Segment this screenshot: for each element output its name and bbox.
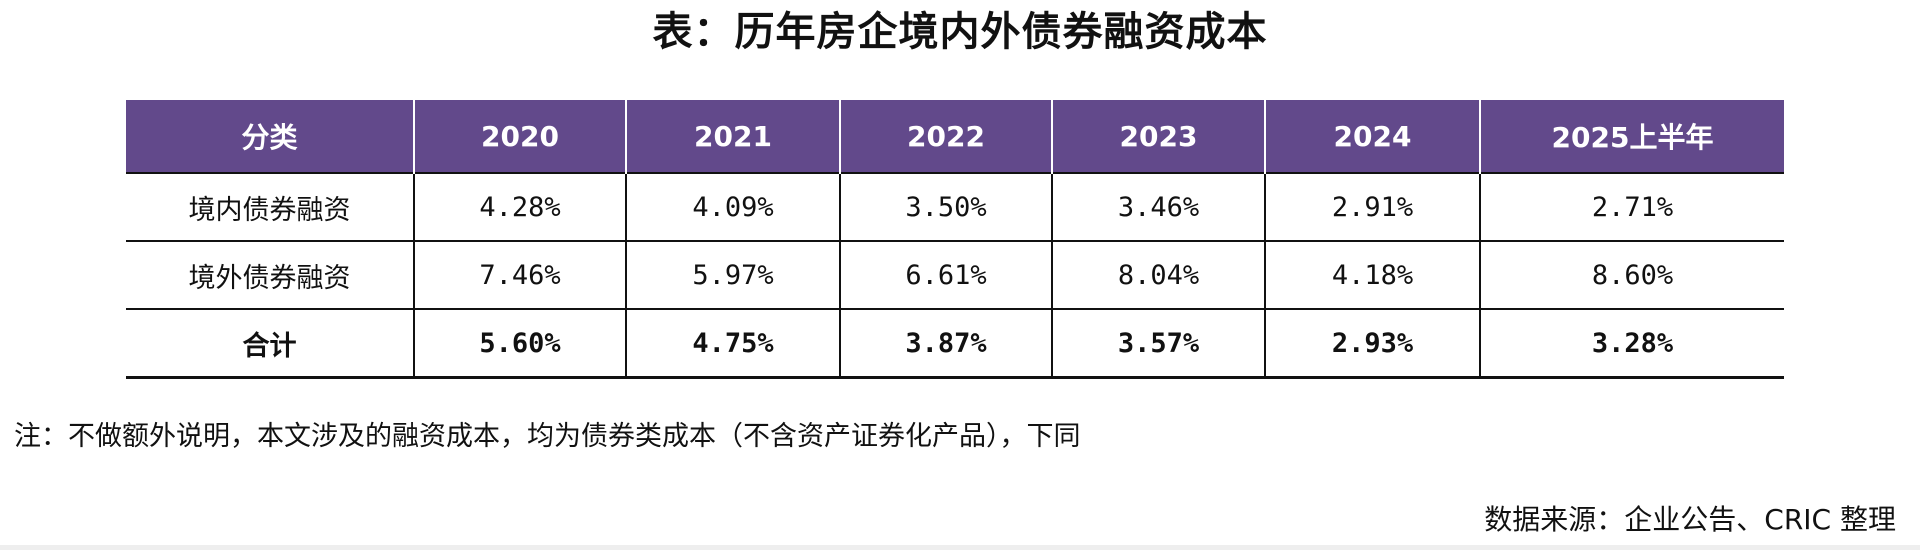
table-cell: 8.04% xyxy=(1051,241,1265,310)
financing-cost-table: 分类 2020 2021 2022 2023 2024 2025上半年 境内债券… xyxy=(126,100,1784,379)
table-cell: 5.97% xyxy=(625,241,840,310)
page-title: 表：历年房企境内外债券融资成本 xyxy=(652,9,1268,55)
table-cell: 4.09% xyxy=(625,172,840,242)
table-cell: 3.46% xyxy=(1051,172,1265,242)
table-cell: 8.60% xyxy=(1479,241,1784,310)
table-row-overseas: 境外债券融资 7.46% 5.97% 6.61% 8.04% 4.18% 8.6… xyxy=(126,241,1784,310)
table-cell: 4.75% xyxy=(625,309,840,379)
table-cell: 2.91% xyxy=(1264,172,1480,242)
financing-cost-table-container: 分类 2020 2021 2022 2023 2024 2025上半年 境内债券… xyxy=(126,100,1784,379)
table-header-row: 分类 2020 2021 2022 2023 2024 2025上半年 xyxy=(126,100,1784,173)
row-label: 境外债券融资 xyxy=(126,241,414,310)
data-source: 数据来源：企业公告、CRIC 整理 xyxy=(1484,503,1896,536)
table-row-total: 合计 5.60% 4.75% 3.87% 3.57% 2.93% 3.28% xyxy=(126,309,1784,379)
table-cell: 4.18% xyxy=(1264,241,1480,310)
table-cell: 3.28% xyxy=(1479,309,1784,379)
table-cell: 5.60% xyxy=(413,309,626,379)
header-2023: 2023 xyxy=(1051,100,1266,173)
header-2025-h1: 2025上半年 xyxy=(1479,100,1784,173)
row-label: 境内债券融资 xyxy=(126,172,414,242)
table-cell: 6.61% xyxy=(839,241,1052,310)
table-cell: 3.57% xyxy=(1051,309,1265,379)
header-category: 分类 xyxy=(126,100,415,173)
row-label: 合计 xyxy=(126,309,414,379)
table-row-domestic: 境内债券融资 4.28% 4.09% 3.50% 3.46% 2.91% 2.7… xyxy=(126,172,1784,242)
table-cell: 7.46% xyxy=(413,241,626,310)
header-2021: 2021 xyxy=(625,100,841,173)
footnote: 注：不做额外说明，本文涉及的融资成本，均为债券类成本（不含资产证券化产品），下同 xyxy=(14,421,1081,452)
header-2022: 2022 xyxy=(839,100,1053,173)
table-cell: 3.50% xyxy=(839,172,1052,242)
table-cell: 4.28% xyxy=(413,172,626,242)
header-2024: 2024 xyxy=(1264,100,1481,173)
table-cell: 3.87% xyxy=(839,309,1052,379)
bottom-divider xyxy=(0,545,1920,550)
header-2020: 2020 xyxy=(413,100,627,173)
table-cell: 2.93% xyxy=(1264,309,1480,379)
table-cell: 2.71% xyxy=(1479,172,1784,242)
